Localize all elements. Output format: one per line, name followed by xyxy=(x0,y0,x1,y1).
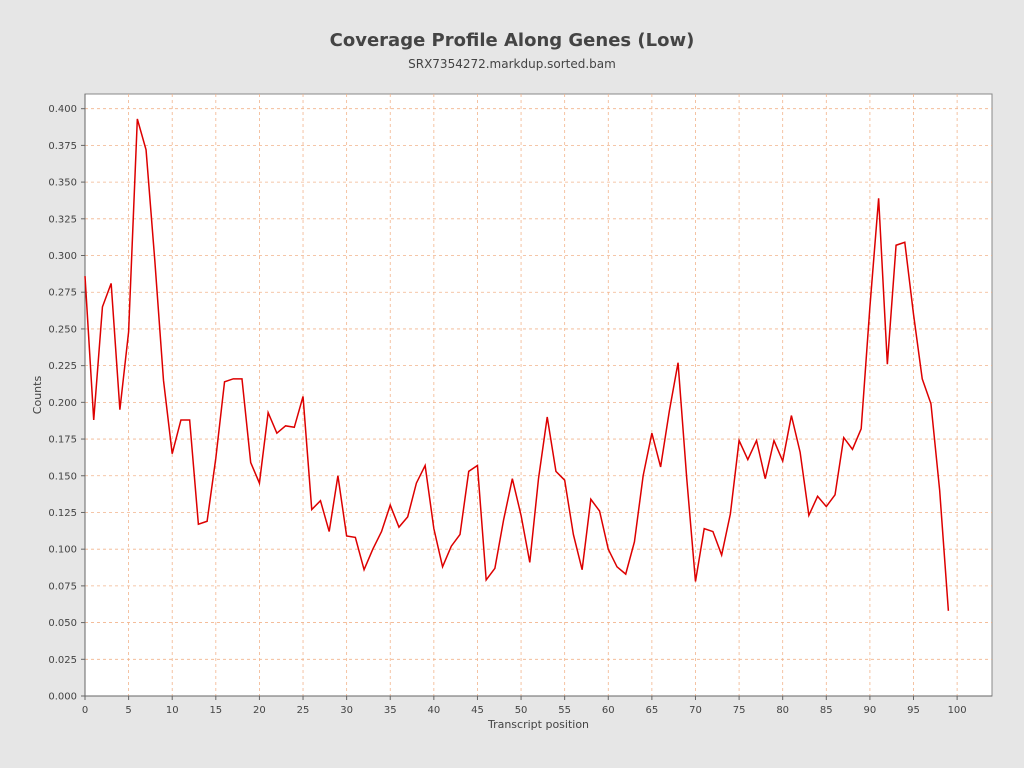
x-tick-label: 95 xyxy=(907,705,920,716)
x-tick-label: 45 xyxy=(471,705,484,716)
y-tick-label: 0.025 xyxy=(48,655,77,666)
y-tick-label: 0.150 xyxy=(48,471,77,482)
series-line xyxy=(84,118,950,611)
x-tick-label: 65 xyxy=(646,705,659,716)
plot-area xyxy=(84,93,993,697)
x-tick-label: 80 xyxy=(776,705,789,716)
y-tick-label: 0.250 xyxy=(48,324,77,335)
x-tick-label: 100 xyxy=(948,705,967,716)
y-tick-label: 0.275 xyxy=(48,288,77,299)
y-tick-label: 0.225 xyxy=(48,361,77,372)
y-tick-label: 0.100 xyxy=(48,545,77,556)
x-tick-label: 35 xyxy=(384,705,397,716)
y-tick-label: 0.325 xyxy=(48,214,77,225)
x-tick-label: 20 xyxy=(253,705,266,716)
x-tick-label: 60 xyxy=(602,705,615,716)
x-tick-label: 25 xyxy=(297,705,310,716)
x-tick-label: 75 xyxy=(733,705,746,716)
x-tick-label: 70 xyxy=(689,705,702,716)
y-tick-label: 0.125 xyxy=(48,508,77,519)
chart-title: Coverage Profile Along Genes (Low) xyxy=(329,30,695,51)
y-tick-label: 0.375 xyxy=(48,141,77,152)
x-tick-label: 0 xyxy=(82,705,88,716)
y-tick-label: 0.000 xyxy=(48,692,77,703)
y-tick-label: 0.350 xyxy=(48,178,77,189)
chart-subtitle: SRX7354272.markdup.sorted.bam xyxy=(408,57,616,71)
x-tick-label: 85 xyxy=(820,705,833,716)
x-tick-label: 15 xyxy=(209,705,222,716)
x-tick-label: 40 xyxy=(427,705,440,716)
x-axis-label: Transcript position xyxy=(487,718,589,731)
axes xyxy=(81,94,992,700)
x-tick-label: 5 xyxy=(125,705,131,716)
y-tick-label: 0.400 xyxy=(48,104,77,115)
y-tick-label: 0.300 xyxy=(48,251,77,262)
tick-labels: 0 5 10 15 20 25 30 35 40 45 50 55 60 65 70 75 80 85 90 95 10… xyxy=(48,104,966,716)
x-tick-label: 55 xyxy=(558,705,571,716)
grid-lines xyxy=(85,94,992,696)
x-tick-label: 10 xyxy=(166,705,179,716)
x-tick-label: 50 xyxy=(515,705,528,716)
y-axis-label: Counts xyxy=(31,376,44,415)
x-tick-label: 30 xyxy=(340,705,353,716)
y-tick-label: 0.075 xyxy=(48,581,77,592)
y-tick-label: 0.200 xyxy=(48,398,77,409)
y-tick-label: 0.050 xyxy=(48,618,77,629)
y-tick-label: 0.175 xyxy=(48,435,77,446)
x-tick-label: 90 xyxy=(864,705,877,716)
